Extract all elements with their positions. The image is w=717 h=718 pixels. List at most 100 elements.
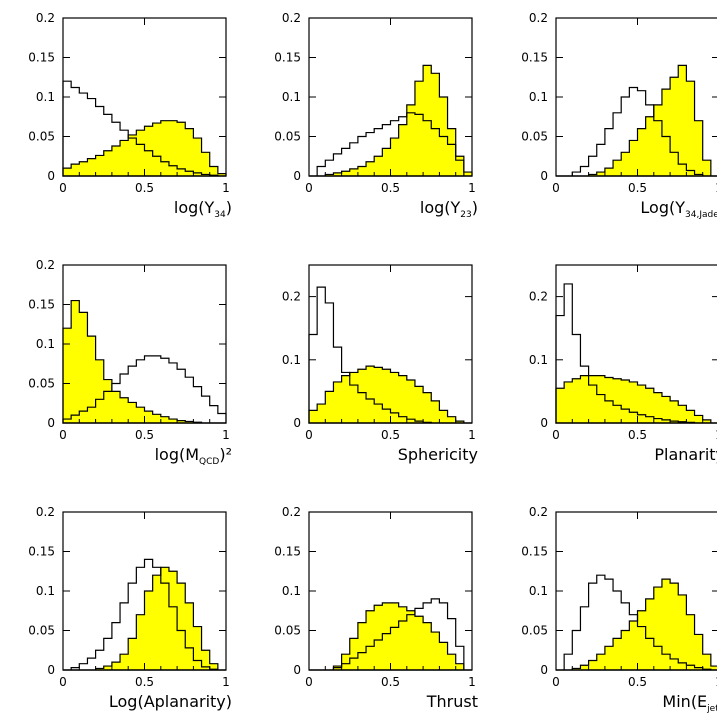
x-tick-label: 0 <box>552 428 560 442</box>
histogram-panel-9: 0.2 0.15 0.1 0.05 00 0.5 1 Min(Ejet) <box>521 505 717 714</box>
y-tick-label: 0.2 <box>282 11 301 25</box>
y-tick-label: 0 <box>47 169 55 183</box>
y-tick-label: 0.2 <box>529 505 548 519</box>
y-tick-label: 0.15 <box>521 51 548 65</box>
histogram-outline-series <box>62 355 227 424</box>
x-tick-label: 0.5 <box>628 675 647 689</box>
x-tick-label: 0 <box>59 428 67 442</box>
histogram-panel-1: 0.2 0.15 0.1 0.05 00 0.5 1 log(Y34) <box>28 11 232 220</box>
x-tick-label: 1 <box>468 181 476 195</box>
x-tick-label: 0 <box>305 675 313 689</box>
histogram-filled-series <box>62 299 226 424</box>
y-tick-label: 0 <box>293 169 301 183</box>
histogram-filled-series <box>556 64 717 177</box>
x-tick-label: 1 <box>715 675 717 689</box>
x-tick-label: 0.5 <box>381 181 400 195</box>
x-tick-label: 0 <box>305 428 313 442</box>
x-tick-label: 1 <box>222 181 230 195</box>
y-tick-label: 0.05 <box>521 624 548 638</box>
x-tick-label: 0.5 <box>135 675 154 689</box>
y-tick-label: 0.05 <box>274 130 301 144</box>
y-tick-label: 0 <box>293 416 301 430</box>
histogram-panel-4: 0.2 0.15 0.1 0.05 00 0.5 1 log(MQCD)² <box>28 258 232 467</box>
x-axis-label: Log(Aplanarity) <box>109 692 232 711</box>
x-tick-label: 0 <box>59 181 67 195</box>
y-tick-label: 0.2 <box>282 290 301 304</box>
y-tick-label: 0.2 <box>282 505 301 519</box>
x-axis-label: Min(Ejet) <box>662 692 717 714</box>
histogram-outline-series <box>309 598 472 671</box>
histogram-panel-2: 0.2 0.15 0.1 0.05 00 0.5 1 log(Y23) <box>274 11 478 220</box>
histogram-panel-3: 0.2 0.15 0.1 0.05 00 0.5 1 Log(Y34,Jade) <box>521 11 717 220</box>
y-tick-label: 0.2 <box>36 258 55 272</box>
histogram-panel-8: 0.2 0.15 0.1 0.05 00 0.5 1 Thrust <box>274 505 478 711</box>
histogram-filled-series <box>309 602 472 671</box>
x-axis-label: log(MQCD)² <box>155 445 232 467</box>
x-tick-label: 1 <box>222 675 230 689</box>
y-tick-label: 0 <box>293 663 301 677</box>
histogram-filled-series <box>309 64 473 177</box>
histogram-filled-series <box>555 375 717 424</box>
y-tick-label: 0.1 <box>36 337 55 351</box>
y-tick-label: 0.2 <box>36 11 55 25</box>
x-axis-label: log(Y34) <box>174 198 232 220</box>
y-tick-label: 0.15 <box>521 545 548 559</box>
histogram-outline-series <box>556 574 717 671</box>
histogram-panel-7: 0.2 0.15 0.1 0.05 00 0.5 1 Log(Aplanarity) <box>28 505 232 711</box>
y-tick-label: 0.05 <box>521 130 548 144</box>
y-tick-label: 0.1 <box>36 584 55 598</box>
y-tick-label: 0 <box>540 663 548 677</box>
y-tick-label: 0 <box>540 169 548 183</box>
x-tick-label: 1 <box>715 181 717 195</box>
y-tick-label: 0.1 <box>36 90 55 104</box>
histogram-outline-series <box>62 80 226 177</box>
histogram-filled-series <box>63 566 226 671</box>
x-tick-label: 0 <box>552 181 560 195</box>
x-tick-label: 0.5 <box>381 675 400 689</box>
x-axis-label: Planarity <box>654 445 717 464</box>
x-axis-label: Log(Y34,Jade) <box>640 198 717 220</box>
histogram-outline-series <box>309 112 472 177</box>
x-tick-label: 0.5 <box>628 181 647 195</box>
x-tick-label: 0 <box>305 181 313 195</box>
y-tick-label: 0.15 <box>28 51 55 65</box>
y-tick-label: 0.1 <box>282 90 301 104</box>
histogram-panel-6: 0.2 0.1 00 0.5 1 Planarity <box>529 264 717 464</box>
y-tick-label: 0.1 <box>282 353 301 367</box>
y-tick-label: 0.15 <box>274 51 301 65</box>
x-tick-label: 0.5 <box>628 428 647 442</box>
x-tick-label: 0.5 <box>135 181 154 195</box>
y-tick-label: 0.15 <box>28 545 55 559</box>
histogram-outline-series <box>63 558 226 671</box>
x-tick-label: 0.5 <box>381 428 400 442</box>
y-tick-label: 0.15 <box>28 298 55 312</box>
x-tick-label: 0 <box>59 675 67 689</box>
histogram-filled-series <box>556 578 717 671</box>
histogram-outline-series <box>556 86 717 177</box>
y-tick-label: 0.05 <box>274 624 301 638</box>
x-axis-label: log(Y23) <box>420 198 478 220</box>
y-tick-label: 0 <box>47 663 55 677</box>
y-tick-label: 0.05 <box>28 624 55 638</box>
histogram-panel-5: 0.2 0.1 00 0.5 1 Sphericity <box>282 264 478 464</box>
x-axis-label: Thrust <box>426 692 478 711</box>
y-tick-label: 0.15 <box>274 545 301 559</box>
y-tick-label: 0.1 <box>529 90 548 104</box>
y-tick-label: 0.05 <box>28 130 55 144</box>
y-tick-label: 0.1 <box>282 584 301 598</box>
x-tick-label: 0.5 <box>135 428 154 442</box>
histogram-filled-series <box>308 365 472 424</box>
y-tick-label: 0 <box>540 416 548 430</box>
x-tick-label: 1 <box>222 428 230 442</box>
y-tick-label: 0.2 <box>529 290 548 304</box>
y-tick-label: 0.2 <box>36 505 55 519</box>
x-tick-label: 0 <box>552 675 560 689</box>
y-tick-label: 0.05 <box>28 377 55 391</box>
x-tick-label: 1 <box>468 428 476 442</box>
y-tick-label: 0.2 <box>529 11 548 25</box>
x-tick-label: 1 <box>715 428 717 442</box>
y-tick-label: 0 <box>47 416 55 430</box>
y-tick-label: 0.1 <box>529 353 548 367</box>
y-tick-label: 0.1 <box>529 584 548 598</box>
